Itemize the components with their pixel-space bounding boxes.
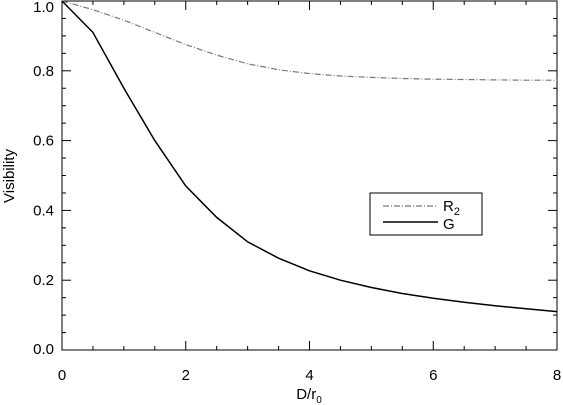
x-tick-label: 2 — [182, 367, 190, 384]
x-tick-label: 8 — [553, 367, 561, 384]
legend: R2 G — [369, 192, 483, 236]
x-axis-title: D/r0 — [296, 386, 322, 405]
x-tick-label: 6 — [429, 367, 437, 384]
plot-frame — [61, 0, 558, 351]
series-line-r — [61, 0, 557, 81]
series-line-g — [61, 0, 558, 313]
y-tick-label: 0.6 — [33, 133, 54, 150]
legend-box — [369, 192, 483, 236]
y-tick-label: 0.2 — [33, 272, 54, 289]
legend-label-g: G — [443, 216, 455, 233]
y-tick-label: 0.4 — [33, 202, 54, 219]
y-axis-title: Visibility — [1, 149, 18, 203]
y-tick-label: 0.0 — [33, 341, 54, 358]
axis-ticks — [61, 0, 558, 351]
x-tick-label: 4 — [305, 367, 313, 384]
y-tick-label: 0.8 — [33, 63, 54, 80]
x-tick-label: 0 — [58, 367, 66, 384]
legend-label-r2: R2 — [443, 198, 460, 218]
axis-tick-labels: 0 2 4 6 8 0.0 0.2 0.4 0.6 0.8 1.0 — [33, 0, 561, 384]
data-series — [61, 0, 558, 313]
y-tick-label: 1.0 — [33, 0, 54, 16]
